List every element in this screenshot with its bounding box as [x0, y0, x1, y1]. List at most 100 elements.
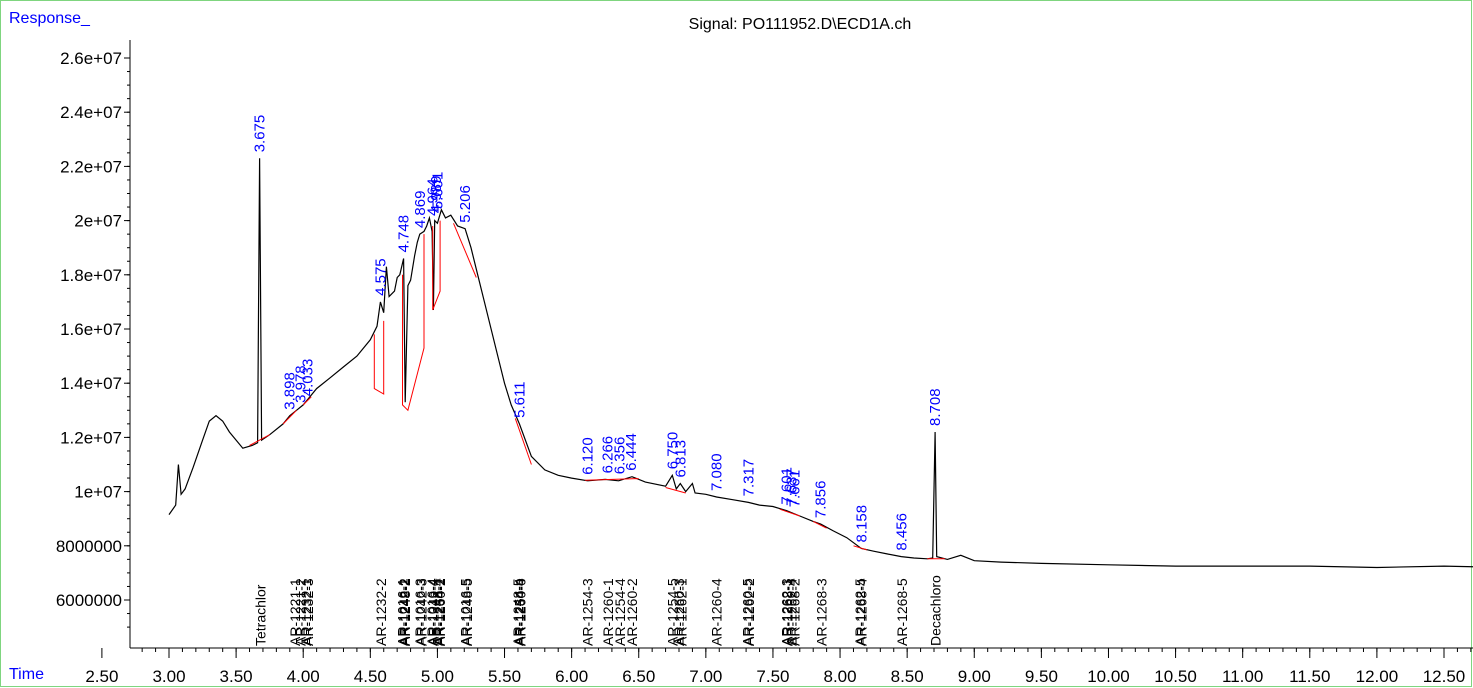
compound-label: AR-1268-4	[854, 578, 870, 646]
compound-label: AR-1260-2	[624, 578, 640, 646]
x-tick-label: 2.50	[85, 667, 118, 686]
integration-baseline	[249, 434, 270, 446]
peak-rt-label: 4.989	[428, 176, 445, 214]
compound-label: AR-1262-2	[741, 578, 757, 646]
x-tick-label: 10.50	[1154, 667, 1197, 686]
integration-baseline	[665, 487, 686, 494]
compound-label: AR-1221-1	[287, 578, 303, 646]
x-tick-label: 5.50	[488, 667, 521, 686]
x-tick-label: 5.00	[421, 667, 454, 686]
x-tick-label: 9.50	[1025, 667, 1058, 686]
integration-baseline	[432, 220, 441, 311]
peak-rt-label: 5.611	[511, 381, 528, 417]
x-tick-label: 6.50	[622, 667, 655, 686]
y-tick-label: 2.2e+07	[60, 157, 122, 176]
compound-label: AR-1260-6	[513, 578, 529, 646]
compound-label: AR-1268-2	[786, 578, 802, 646]
x-tick-label: 12.00	[1356, 667, 1399, 686]
compound-label: AR-1260-5	[739, 578, 755, 646]
peak-rt-label: 6.444	[623, 433, 640, 471]
integration-baseline	[853, 545, 868, 551]
compound-label: AR-1248-5	[510, 578, 526, 646]
compound-label: AR-1268-3	[813, 578, 829, 646]
compound-label: AR-1221-2	[293, 578, 309, 646]
y-tick-label: 2.6e+07	[60, 49, 122, 68]
x-tick-label: 7.50	[756, 667, 789, 686]
x-tick-label: 11.50	[1289, 667, 1330, 686]
x-tick-label: 12.50	[1423, 667, 1466, 686]
x-tick-label: 4.00	[287, 667, 320, 686]
peak-rt-label: 7.317	[740, 459, 757, 497]
compound-label: AR-1232-1	[298, 578, 314, 646]
integration-baseline	[812, 520, 827, 529]
y-tick-label: 1.6e+07	[60, 320, 122, 339]
x-tick-label: 10.00	[1087, 667, 1130, 686]
y-tick-label: 1e+07	[74, 483, 122, 502]
compound-label: AR-1248-4	[429, 578, 445, 646]
peak-rt-label: 4.748	[396, 215, 413, 253]
peak-rt-label: 4.575	[372, 258, 389, 296]
compound-label: AR-1254-1	[431, 578, 447, 646]
compound-label: AR-1260-2	[432, 578, 448, 646]
compound-label: AR-1260-1	[600, 578, 616, 646]
x-tick-label: 3.50	[220, 667, 253, 686]
peak-rt-label: 7.661	[787, 470, 804, 508]
compound-label: AR-1262-1	[674, 578, 690, 646]
integration-baseline	[302, 396, 312, 406]
integration-baseline	[373, 320, 385, 395]
peak-rt-label: 4.964	[425, 178, 442, 216]
compound-label: AR-1016-4	[424, 578, 440, 646]
x-tick-label: 4.50	[354, 667, 387, 686]
compound-label: AR-1242-2	[396, 578, 412, 646]
peak-rt-label: 5.001	[430, 172, 447, 210]
x-tick-label: 7.00	[689, 667, 722, 686]
y-tick-label: 2e+07	[74, 212, 122, 231]
y-axis-label: Response_	[9, 10, 90, 27]
integration-baseline	[585, 478, 639, 481]
peak-rt-label: 3.675	[252, 115, 269, 153]
x-axis-label: Time	[9, 666, 44, 683]
compound-label: AR-1260-3	[671, 578, 687, 646]
compound-label: AR-1262-5	[852, 578, 868, 646]
integration-baseline	[453, 223, 477, 278]
integration-baseline	[282, 409, 297, 425]
integration-baseline	[514, 418, 532, 465]
chart-title: Signal: PO111952.D\ECD1A.ch	[688, 16, 912, 33]
y-tick-label: 6000000	[56, 591, 122, 610]
peak-rt-label: 6.120	[580, 437, 597, 475]
compound-label: AR-1268-5	[894, 578, 910, 646]
peak-rt-label: 7.637	[783, 468, 800, 506]
compound-label: AR-1242-4	[425, 578, 441, 646]
peak-rt-label: 7.856	[813, 481, 830, 519]
compound-label: AR-1262-3	[778, 578, 794, 646]
peak-rt-label: 6.750	[664, 432, 681, 470]
compound-label: AR-1268-1	[780, 578, 796, 646]
x-tick-label: 8.50	[891, 667, 924, 686]
peak-rt-label: 5.206	[457, 185, 474, 223]
y-tick-label: 1.4e+07	[60, 374, 122, 393]
peak-rt-label: 7.080	[709, 453, 726, 491]
peak-rt-label: 6.813	[673, 440, 690, 478]
peak-rt-label: 8.708	[927, 388, 944, 426]
compound-label: AR-1262-4	[784, 578, 800, 646]
y-tick-label: 1.8e+07	[60, 266, 122, 285]
compound-label: AR-1016-1	[395, 578, 411, 646]
compound-label: AR-1232-3	[300, 578, 316, 646]
compound-label: AR-1232-2	[373, 578, 389, 646]
peak-rt-label: 6.266	[599, 436, 616, 474]
compound-label: AR-1016-3	[412, 578, 428, 646]
y-tick-label: 2.4e+07	[60, 103, 122, 122]
peak-rt-label: 8.158	[853, 505, 870, 543]
compound-label: AR-1260-4	[709, 578, 725, 646]
compound-label: AR-1254-4	[612, 578, 628, 646]
peak-rt-label: 3.898	[282, 372, 299, 410]
compound-label: Tetrachlor	[252, 584, 268, 646]
x-tick-label: 9.00	[958, 667, 991, 686]
compound-label: AR-1016-5	[458, 578, 474, 646]
peak-rt-label: 7.601	[779, 467, 796, 505]
integration-baseline	[779, 508, 800, 517]
peak-rt-label: 4.033	[300, 359, 317, 397]
y-tick-label: 8000000	[56, 537, 122, 556]
